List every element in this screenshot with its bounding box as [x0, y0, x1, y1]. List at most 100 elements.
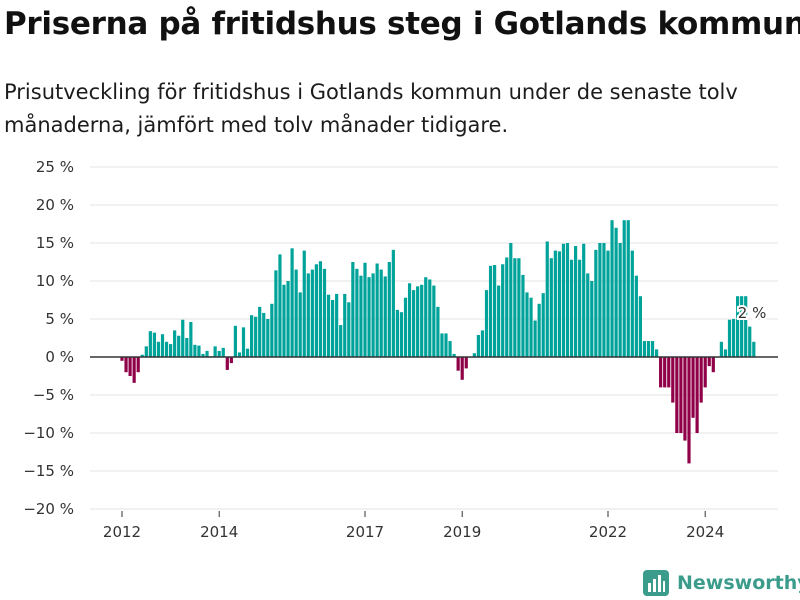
bar: [136, 357, 140, 373]
bar: [181, 319, 185, 357]
bar: [326, 294, 331, 357]
bar: [541, 293, 545, 357]
bar: [205, 350, 209, 357]
bar: [448, 341, 452, 357]
bar: [160, 334, 165, 357]
bar: [590, 281, 594, 357]
bar: [707, 357, 711, 367]
bar: [169, 344, 173, 357]
bar: [322, 268, 327, 357]
bar: [622, 220, 626, 357]
bar: [245, 348, 250, 357]
bar: [250, 315, 254, 357]
bar: [646, 341, 651, 357]
bar: [727, 319, 732, 357]
bar: [290, 248, 294, 357]
bar: [444, 333, 448, 357]
bar: [237, 352, 242, 357]
x-tick-label: 2017: [346, 523, 384, 541]
bar: [282, 284, 286, 357]
bar: [185, 338, 189, 357]
bar: [703, 357, 707, 388]
bar: [371, 273, 375, 357]
bar: [606, 250, 610, 357]
y-tick-label: 25 %: [36, 158, 74, 176]
bar: [367, 277, 371, 357]
bar: [509, 243, 513, 357]
y-tick-label: 10 %: [36, 272, 74, 290]
bar: [650, 341, 655, 357]
bar: [736, 296, 740, 357]
bar: [480, 330, 485, 357]
bar: [310, 269, 314, 357]
bar: [501, 264, 505, 357]
bar: [213, 346, 217, 357]
bar: [642, 341, 647, 357]
bar: [335, 293, 339, 357]
bar: [424, 277, 428, 357]
bar: [347, 302, 351, 357]
bar: [561, 243, 566, 357]
bar: [197, 345, 201, 357]
x-tick-label: 2022: [589, 523, 627, 541]
bar: [294, 269, 298, 357]
x-tick-label: 2014: [200, 523, 238, 541]
bar: [675, 357, 679, 433]
bar: [553, 250, 557, 357]
bar: [744, 296, 748, 357]
bar: [565, 243, 570, 357]
bar: [683, 357, 687, 441]
bar: [695, 357, 699, 433]
x-tick-label: 2024: [686, 523, 724, 541]
bar: [262, 312, 266, 357]
bar: [132, 357, 136, 383]
bar: [634, 275, 638, 357]
bar: [691, 357, 695, 418]
bar: [318, 261, 323, 357]
bar: [484, 290, 489, 357]
bar: [302, 250, 306, 357]
bar: [752, 341, 756, 357]
page-title: Priserna på fritidshus steg i Gotlands k…: [4, 6, 800, 42]
bar: [148, 331, 152, 357]
bar: [533, 320, 537, 357]
bar: [387, 262, 391, 357]
bar: [233, 325, 237, 357]
bar: [412, 290, 416, 357]
bar: [476, 334, 480, 357]
bar: [217, 350, 221, 357]
bar: [351, 262, 355, 357]
bar: [189, 322, 193, 357]
bar-chart-logo-icon: [643, 570, 669, 596]
bar: [375, 263, 379, 357]
bar: [460, 357, 464, 380]
bar: [545, 241, 549, 357]
bar: [659, 357, 663, 388]
bar: [177, 335, 181, 357]
bar: [124, 357, 128, 373]
bar: [120, 357, 124, 361]
bar: [140, 354, 144, 357]
bar: [399, 312, 404, 357]
bar: [298, 292, 302, 357]
bar: [602, 243, 606, 357]
bar: [493, 265, 497, 357]
bar: [403, 297, 408, 357]
bar: [582, 243, 586, 357]
bar: [331, 300, 335, 357]
bar: [586, 273, 590, 357]
bar: [497, 285, 501, 357]
bar: [339, 325, 343, 357]
bar: [525, 292, 529, 357]
bar: [456, 357, 460, 371]
newsworthy-brand: Newsworthy: [643, 568, 800, 598]
y-tick-label: 0 %: [45, 348, 74, 366]
brand-name: Newsworthy: [677, 572, 800, 594]
bar: [436, 306, 440, 357]
bar: [663, 357, 667, 388]
bar: [420, 284, 424, 357]
bar: [513, 258, 517, 357]
bar: [549, 258, 553, 357]
axes: 25 % 20 % 15 % 10 % 5 % 0 % −5 % −10 % −15 % −20 …: [23, 158, 778, 541]
bar: [472, 353, 476, 357]
